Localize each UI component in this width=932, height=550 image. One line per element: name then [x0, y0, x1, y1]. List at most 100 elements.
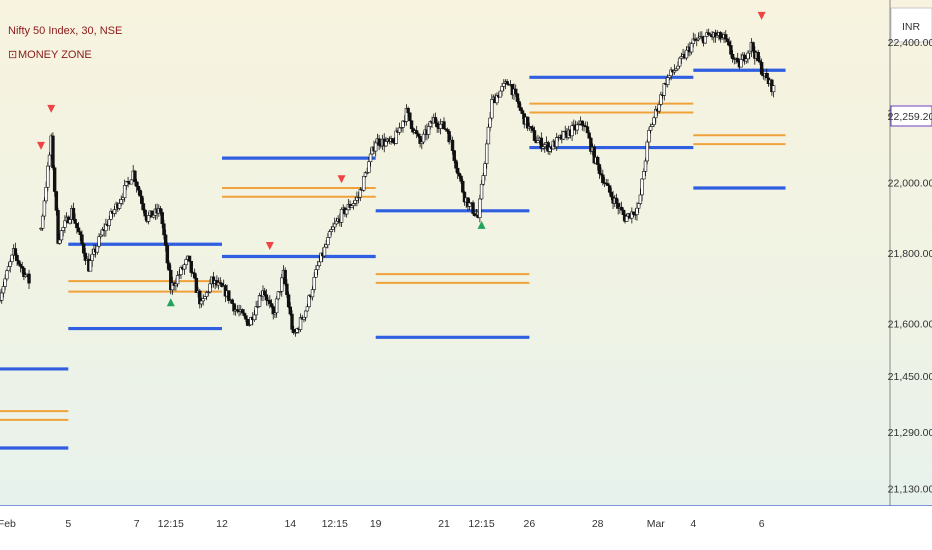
candle-body-224 [391, 138, 395, 143]
candle-body-345 [597, 164, 602, 174]
buy-marker-2 [166, 298, 175, 307]
candle-body-194 [339, 209, 344, 223]
candle-body-77 [140, 195, 144, 204]
x-tick-label-8: 21 [438, 518, 450, 530]
last-price-label: 22,259.20 [888, 111, 932, 123]
candle-body-31 [61, 227, 65, 231]
candle-body-396 [684, 49, 689, 59]
candle-body-399 [689, 43, 694, 53]
candle-body-38 [73, 218, 77, 224]
candle-body-163 [286, 294, 291, 308]
candle-body-165 [290, 313, 294, 330]
candle-body-391 [676, 65, 680, 70]
sell-marker-0 [36, 141, 45, 150]
candle-body-161 [283, 269, 287, 285]
candle-body-252 [438, 123, 443, 129]
sell-marker-1 [47, 104, 56, 113]
candle-body-5 [6, 266, 11, 272]
candle-body-338 [585, 126, 590, 134]
candle-body-276 [479, 183, 484, 200]
candle-body-185 [324, 244, 328, 248]
candle-body-138 [244, 315, 248, 320]
candle-body-428 [739, 59, 743, 68]
candle-body-56 [104, 223, 108, 232]
x-tick-label-13: 4 [690, 518, 696, 530]
candle-body-214 [373, 142, 378, 152]
y-tick-label-4: 21,600.00 [888, 318, 932, 330]
candle-body-216 [377, 138, 381, 146]
candle-body-358 [619, 206, 624, 211]
candle-body-175 [307, 295, 311, 308]
candle-body-282 [490, 99, 494, 119]
candle-body-233 [406, 108, 410, 114]
candle-body-22 [46, 165, 50, 188]
candle-body-174 [305, 306, 310, 312]
candle-body-234 [408, 112, 412, 122]
candle-body-220 [384, 141, 388, 147]
candle-body-35 [68, 219, 72, 224]
x-tick-label-11: 28 [592, 518, 604, 530]
candle-body-92 [165, 245, 170, 264]
candle-body-10 [15, 255, 19, 261]
candle-body-299 [519, 107, 523, 111]
candle-body-440 [759, 61, 764, 75]
candle-body-347 [601, 174, 605, 184]
candle-body-71 [129, 179, 134, 185]
candle-body-149 [262, 290, 267, 296]
candle-body-238 [414, 130, 419, 135]
candle-body-329 [570, 125, 574, 137]
candle-body-37 [71, 207, 76, 220]
candle-body-106 [189, 261, 193, 273]
candle-body-93 [167, 262, 171, 271]
candle-body-180 [315, 265, 320, 270]
candle-body-20 [42, 200, 47, 217]
candle-body-277 [481, 175, 485, 185]
x-tick-label-3: 12:15 [158, 518, 184, 530]
x-axis[interactable]: Feb 5 7 12:15 12 14 12:15 19 21 12:15 26 28 Mar 4 6 [0, 505, 932, 550]
candle-body-74 [134, 181, 139, 187]
candle-body-202 [353, 199, 357, 204]
candle-body-371 [642, 171, 646, 180]
y-axis[interactable]: INR 22,400.0022,200.0022,000.0021,800.00… [888, 0, 932, 506]
x-tick-label-14: 6 [759, 518, 765, 530]
candle-body-381 [659, 94, 663, 105]
candle-body-210 [367, 161, 371, 173]
candle-body-377 [652, 117, 656, 125]
candle-body-43 [81, 243, 86, 254]
symbol-title: Nifty 50 Index, 30, NSE [8, 25, 122, 37]
candle-body-443 [765, 72, 769, 79]
candle-body-114 [203, 296, 207, 299]
y-tick-label-5: 21,450.00 [888, 371, 932, 383]
candle-body-239 [416, 133, 421, 137]
candle-body-372 [643, 160, 648, 172]
candle-body-81 [146, 215, 151, 222]
x-tick-label-5: 14 [284, 518, 296, 530]
candle-body-324 [561, 131, 566, 140]
candle-body-105 [187, 255, 192, 262]
candle-body-117 [208, 283, 212, 293]
candle-body-359 [621, 209, 626, 215]
candle-body-197 [344, 209, 349, 215]
candle-body-186 [326, 237, 330, 246]
candle-body-335 [580, 120, 585, 126]
candle-body-435 [751, 42, 755, 52]
candle-body-143 [252, 314, 257, 321]
candle-body-385 [666, 77, 670, 85]
y-tick-label-3: 21,800.00 [888, 248, 932, 260]
candle-body-42 [80, 234, 84, 245]
candle-body-9 [13, 248, 18, 256]
candle-body-102 [182, 264, 187, 270]
candle-body-90 [162, 223, 166, 236]
candle-body-261 [454, 160, 458, 169]
candle-body-242 [421, 133, 426, 143]
candle-body-130 [230, 299, 234, 304]
candle-body-140 [247, 324, 252, 326]
candle-body-289 [502, 83, 506, 87]
candle-body-67 [122, 185, 127, 199]
candle-body-144 [254, 306, 258, 316]
candle-body-367 [635, 207, 639, 215]
buy-marker-5 [477, 220, 486, 229]
candle-body-40 [76, 227, 81, 233]
candle-body-344 [595, 156, 600, 165]
